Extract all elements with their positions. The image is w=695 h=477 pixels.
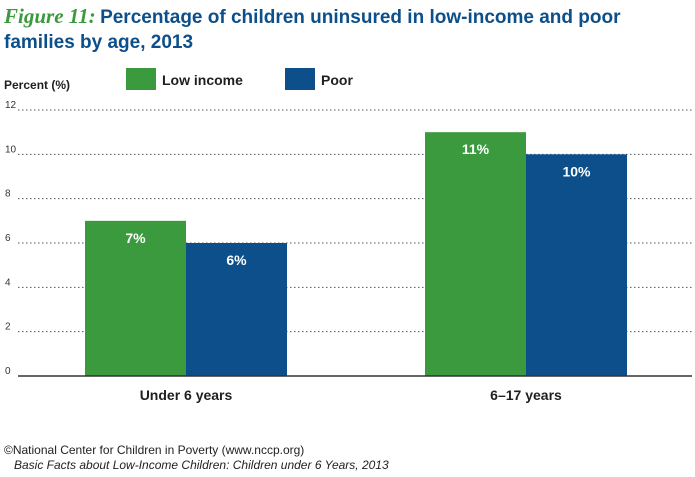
data-label: 7% (125, 230, 146, 246)
y-tick-label: 6 (5, 233, 11, 244)
x-axis-ticks: Under 6 years 6–17 years (140, 387, 562, 403)
y-tick-label: 8 (5, 189, 11, 200)
y-tick-label: 0 (5, 366, 11, 377)
chart-title: Percentage of children uninsured in low-… (4, 7, 621, 53)
source-credit: ©National Center for Children in Poverty… (4, 443, 305, 457)
y-tick-label: 10 (5, 144, 17, 155)
data-label: 10% (562, 163, 591, 179)
bar-low-income (85, 220, 186, 376)
bars (85, 132, 627, 376)
bar-labels: 7% 6% 11% 10% (125, 141, 591, 268)
figure-label: Figure 11: (4, 4, 96, 28)
publication-note: Basic Facts about Low-Income Children: C… (14, 458, 389, 472)
data-label: 6% (226, 252, 247, 268)
y-axis-label: Percent (%) (4, 78, 70, 92)
bar-low-income (425, 132, 526, 376)
legend-label-poor: Poor (321, 72, 353, 88)
legend-label-low-income: Low income (162, 72, 243, 88)
y-tick-label: 4 (5, 277, 11, 288)
bar-poor (526, 154, 627, 376)
footer: ©National Center for Children in Poverty… (4, 443, 389, 473)
figure-heading: Figure 11: Percentage of children uninsu… (4, 4, 664, 56)
y-tick-label: 12 (5, 100, 17, 111)
legend-swatch-low-income (126, 68, 156, 90)
legend-swatch-poor (285, 68, 315, 90)
y-axis-ticks: 0 2 4 6 8 10 12 (5, 100, 17, 377)
x-tick-label: 6–17 years (490, 387, 562, 403)
data-label: 11% (462, 141, 490, 157)
legend: Low income Poor (126, 68, 353, 90)
bar-poor (186, 243, 287, 376)
y-tick-label: 2 (5, 322, 11, 333)
x-tick-label: Under 6 years (140, 387, 233, 403)
